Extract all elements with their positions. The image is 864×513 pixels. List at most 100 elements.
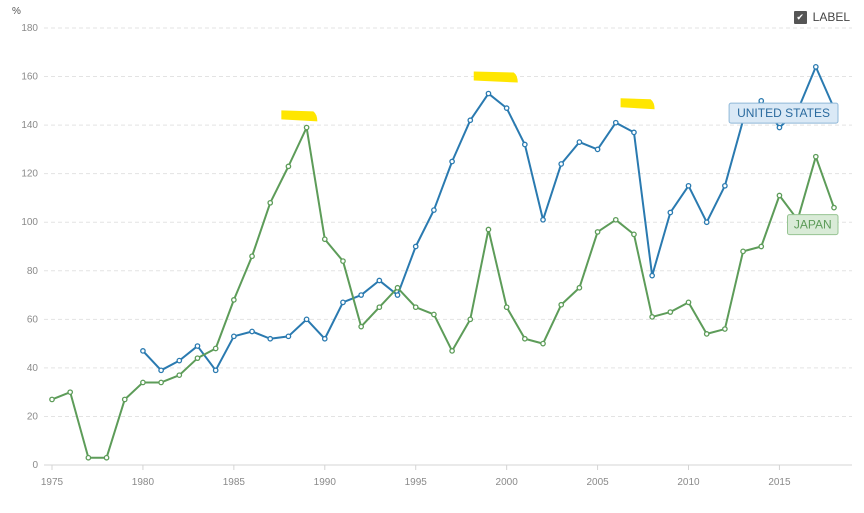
data-point[interactable] [358,323,365,330]
data-point[interactable] [503,304,510,311]
data-point[interactable] [412,243,419,250]
data-point[interactable] [249,328,255,335]
series-label-box [787,214,839,236]
data-point[interactable] [685,182,692,189]
data-point[interactable] [431,207,437,213]
data-point[interactable] [649,272,655,279]
data-point[interactable] [576,284,583,291]
data-point[interactable] [303,124,310,131]
data-point[interactable] [831,204,837,211]
data-point[interactable] [558,161,565,167]
data-point[interactable] [576,139,583,145]
data-point[interactable] [485,90,492,97]
data-point[interactable] [231,333,237,340]
data-point[interactable] [176,357,183,364]
data-point[interactable] [612,119,619,126]
highlight-mark [281,110,318,122]
x-tick-label: 1995 [405,477,428,488]
data-point[interactable] [103,454,110,461]
data-point[interactable] [521,335,528,342]
data-point[interactable] [503,105,510,111]
label-toggle[interactable]: ✔ LABEL [793,10,850,24]
label-toggle-text: LABEL [812,10,850,24]
data-point[interactable] [485,226,492,233]
data-point[interactable] [431,311,437,318]
y-tick-label: 20 [27,411,39,422]
data-point[interactable] [67,389,74,396]
data-point[interactable] [267,335,274,342]
data-point[interactable] [758,97,765,104]
data-point[interactable] [722,326,728,332]
data-point[interactable] [594,146,601,153]
data-point[interactable] [740,248,746,255]
data-point[interactable] [631,129,637,136]
label-checkbox[interactable]: ✔ [793,10,807,24]
data-point[interactable] [285,333,292,340]
highlight-mark [620,98,655,110]
data-point[interactable] [376,304,383,311]
data-point[interactable] [703,331,710,337]
data-point[interactable] [631,231,637,238]
x-tick-label: 1990 [314,477,337,488]
x-tick-label: 1975 [41,477,64,488]
data-point[interactable] [158,379,164,386]
data-point[interactable] [412,304,419,311]
data-point[interactable] [158,367,164,374]
data-point[interactable] [85,454,92,461]
data-point[interactable] [812,153,819,160]
data-point[interactable] [394,292,401,298]
data-point[interactable] [212,367,219,374]
data-point[interactable] [340,258,346,264]
data-point[interactable] [285,163,292,170]
data-point[interactable] [812,63,819,70]
data-point[interactable] [649,314,655,320]
data-point[interactable] [194,343,201,349]
data-point[interactable] [449,158,455,165]
y-tick-label: 40 [27,363,39,374]
series-japan [49,124,837,461]
data-point[interactable] [540,216,546,223]
data-point[interactable] [340,299,346,306]
x-tick-label: 2000 [496,477,519,488]
data-point[interactable] [540,340,546,347]
x-tick-label: 1985 [223,477,246,488]
data-point[interactable] [521,141,528,148]
data-point[interactable] [303,316,310,323]
data-point[interactable] [558,301,565,308]
x-tick-label: 2015 [768,477,791,488]
data-point[interactable] [212,345,219,352]
data-point[interactable] [449,348,455,354]
data-point[interactable] [594,229,601,235]
data-point[interactable] [667,209,674,216]
series-label: JAPAN [787,214,839,236]
data-point[interactable] [703,219,710,226]
data-point[interactable] [467,316,474,323]
data-point[interactable] [685,299,692,306]
data-point[interactable] [231,297,237,303]
data-point[interactable] [376,277,383,284]
data-point[interactable] [267,199,274,206]
data-point[interactable] [176,372,183,379]
data-point[interactable] [667,309,674,315]
data-point[interactable] [121,396,128,403]
data-point[interactable] [722,182,728,189]
data-point[interactable] [358,292,365,298]
y-axis-unit: % [12,6,21,17]
data-point[interactable] [49,396,55,403]
data-point[interactable] [467,117,474,124]
data-point[interactable] [194,355,201,362]
y-tick-label: 60 [27,314,39,325]
data-point[interactable] [321,335,328,342]
data-point[interactable] [394,284,401,291]
data-point[interactable] [140,379,146,386]
data-point[interactable] [140,348,146,354]
data-point[interactable] [776,192,783,199]
data-point[interactable] [612,216,619,223]
x-tick-label: 1980 [132,477,155,488]
data-point[interactable] [776,124,783,131]
y-tick-label: 180 [21,23,38,34]
data-point[interactable] [758,243,765,250]
data-point[interactable] [321,236,328,243]
data-point[interactable] [249,253,255,260]
